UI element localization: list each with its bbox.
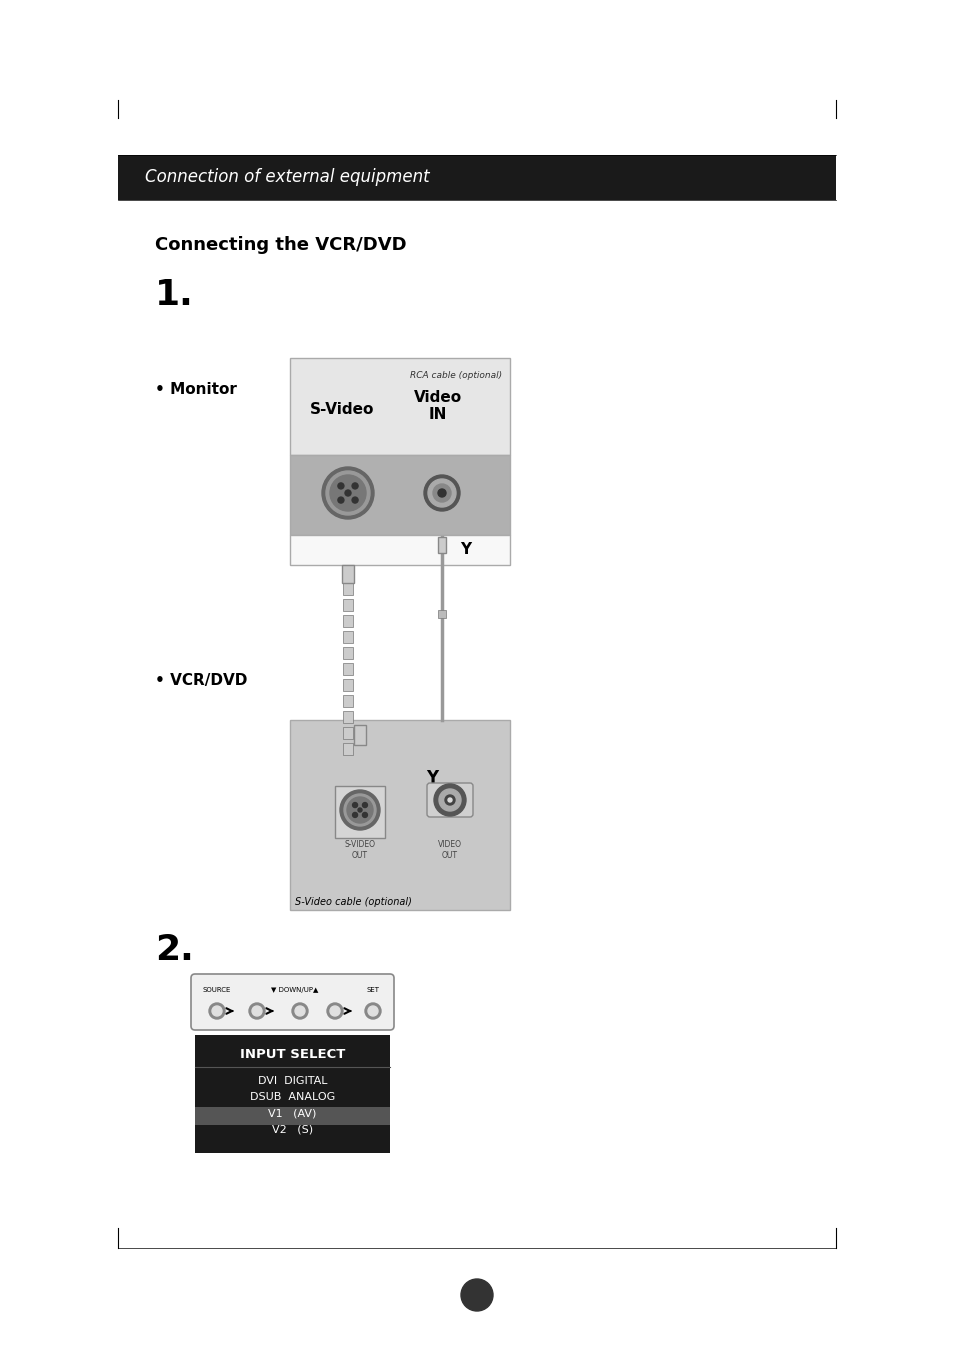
Circle shape bbox=[249, 1003, 265, 1019]
Circle shape bbox=[330, 474, 366, 511]
Text: S-Video cable (optional): S-Video cable (optional) bbox=[294, 896, 412, 907]
Bar bbox=[343, 647, 353, 659]
Text: V2   (S): V2 (S) bbox=[272, 1126, 313, 1135]
Text: A8: A8 bbox=[468, 1290, 485, 1299]
Circle shape bbox=[326, 470, 370, 515]
Circle shape bbox=[433, 484, 451, 501]
Circle shape bbox=[362, 802, 367, 807]
Bar bbox=[343, 743, 353, 755]
Text: RCA cable (optional): RCA cable (optional) bbox=[410, 372, 501, 380]
Circle shape bbox=[209, 1003, 225, 1019]
Circle shape bbox=[212, 1006, 222, 1016]
Bar bbox=[290, 535, 510, 565]
Circle shape bbox=[339, 790, 379, 830]
Text: • VCR/DVD: • VCR/DVD bbox=[154, 673, 247, 687]
Circle shape bbox=[362, 813, 367, 817]
Circle shape bbox=[330, 1006, 339, 1016]
Circle shape bbox=[368, 1006, 377, 1016]
Text: SOURCE: SOURCE bbox=[203, 987, 231, 993]
Bar bbox=[343, 663, 353, 675]
FancyBboxPatch shape bbox=[191, 975, 394, 1030]
Text: • Monitor: • Monitor bbox=[154, 383, 236, 398]
Bar bbox=[194, 1035, 390, 1153]
Text: 1.: 1. bbox=[154, 278, 193, 311]
Circle shape bbox=[322, 466, 374, 519]
Circle shape bbox=[345, 491, 351, 496]
Circle shape bbox=[353, 813, 357, 817]
Bar bbox=[343, 696, 353, 706]
Text: Video
IN: Video IN bbox=[414, 390, 461, 422]
Circle shape bbox=[437, 489, 446, 497]
Text: Y: Y bbox=[459, 542, 471, 558]
Bar bbox=[343, 727, 353, 739]
Text: Y: Y bbox=[426, 768, 437, 787]
Text: S-Video: S-Video bbox=[310, 403, 374, 418]
Text: SET: SET bbox=[366, 987, 379, 993]
Bar bbox=[194, 1107, 390, 1126]
Text: DSUB  ANALOG: DSUB ANALOG bbox=[250, 1092, 335, 1103]
Circle shape bbox=[294, 1006, 305, 1016]
Bar bbox=[290, 359, 510, 456]
Bar bbox=[354, 725, 366, 745]
Circle shape bbox=[423, 474, 459, 511]
Bar bbox=[343, 615, 353, 627]
Text: 2.: 2. bbox=[154, 933, 193, 967]
Circle shape bbox=[434, 785, 465, 816]
Text: V1   (AV): V1 (AV) bbox=[268, 1108, 316, 1117]
Bar bbox=[437, 537, 446, 553]
Circle shape bbox=[337, 483, 344, 489]
Circle shape bbox=[292, 1003, 308, 1019]
Circle shape bbox=[344, 794, 375, 826]
Circle shape bbox=[353, 802, 357, 807]
Circle shape bbox=[448, 798, 452, 802]
Circle shape bbox=[337, 497, 344, 503]
Bar bbox=[335, 786, 385, 838]
Circle shape bbox=[252, 1006, 262, 1016]
Circle shape bbox=[352, 497, 357, 503]
Circle shape bbox=[352, 483, 357, 489]
Circle shape bbox=[428, 479, 456, 507]
Bar bbox=[437, 611, 446, 617]
Circle shape bbox=[438, 789, 460, 811]
Text: S-VIDEO
OUT: S-VIDEO OUT bbox=[344, 840, 375, 860]
Bar bbox=[290, 456, 510, 535]
Circle shape bbox=[357, 807, 361, 811]
Text: VIDEO
OUT: VIDEO OUT bbox=[437, 840, 461, 860]
FancyBboxPatch shape bbox=[427, 783, 473, 817]
Bar bbox=[290, 720, 510, 910]
Bar bbox=[343, 582, 353, 594]
Circle shape bbox=[365, 1003, 380, 1019]
Bar bbox=[343, 599, 353, 611]
Bar bbox=[118, 155, 835, 200]
Text: Connecting the VCR/DVD: Connecting the VCR/DVD bbox=[154, 236, 406, 253]
Circle shape bbox=[444, 795, 455, 805]
Bar bbox=[343, 710, 353, 723]
Text: ▼ DOWN/UP▲: ▼ DOWN/UP▲ bbox=[271, 987, 318, 993]
Bar bbox=[343, 631, 353, 643]
Text: Connection of external equipment: Connection of external equipment bbox=[145, 168, 429, 186]
Text: INPUT SELECT: INPUT SELECT bbox=[239, 1049, 345, 1061]
Circle shape bbox=[347, 797, 373, 824]
Circle shape bbox=[460, 1279, 493, 1312]
Bar bbox=[343, 679, 353, 692]
Text: DVI  DIGITAL: DVI DIGITAL bbox=[257, 1076, 327, 1086]
Bar bbox=[341, 565, 354, 582]
Circle shape bbox=[327, 1003, 343, 1019]
